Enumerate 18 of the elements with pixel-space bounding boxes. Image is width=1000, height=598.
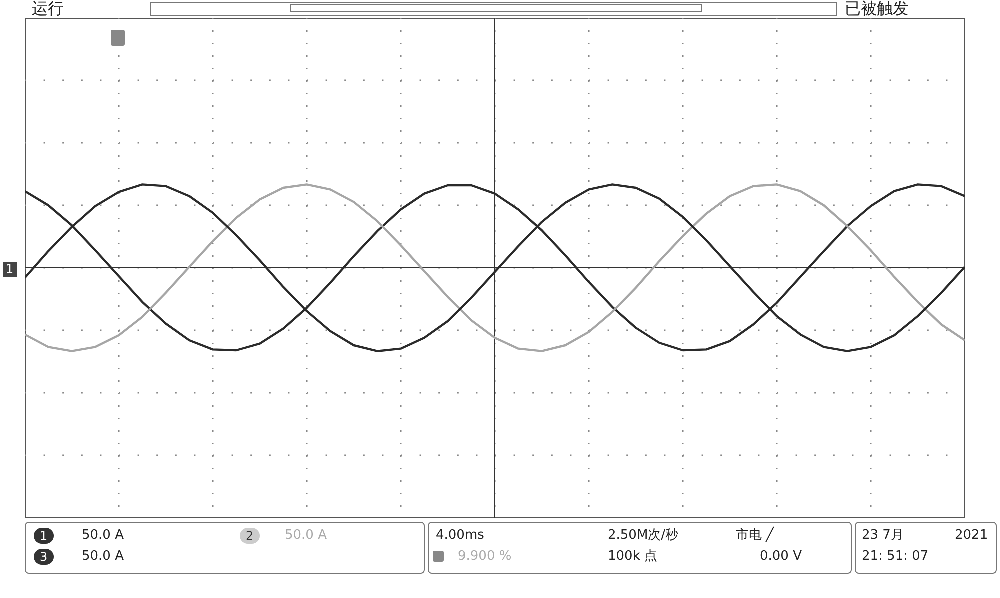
text: 已被触发 [845,0,909,18]
text: 23 7月 [862,528,904,544]
text: 100k 点 [608,549,658,565]
text: 2 [240,528,260,544]
text: 1 [34,528,54,544]
text: 50.0 A [82,528,124,544]
text: 2.50M次/秒 [608,528,679,544]
text: 4.00ms [436,528,484,544]
text: 3 [34,549,54,565]
text: 2021 [955,528,988,544]
text: 21: 51: 07 [862,549,929,565]
text: 9.900 % [458,549,512,565]
text: 运行 [32,0,64,18]
text: 1 [3,262,17,277]
text: 50.0 A [285,528,327,544]
text: 50.0 A [82,549,124,565]
text: 0.00 V [760,549,802,565]
text: 市电 ╱ [736,528,774,544]
